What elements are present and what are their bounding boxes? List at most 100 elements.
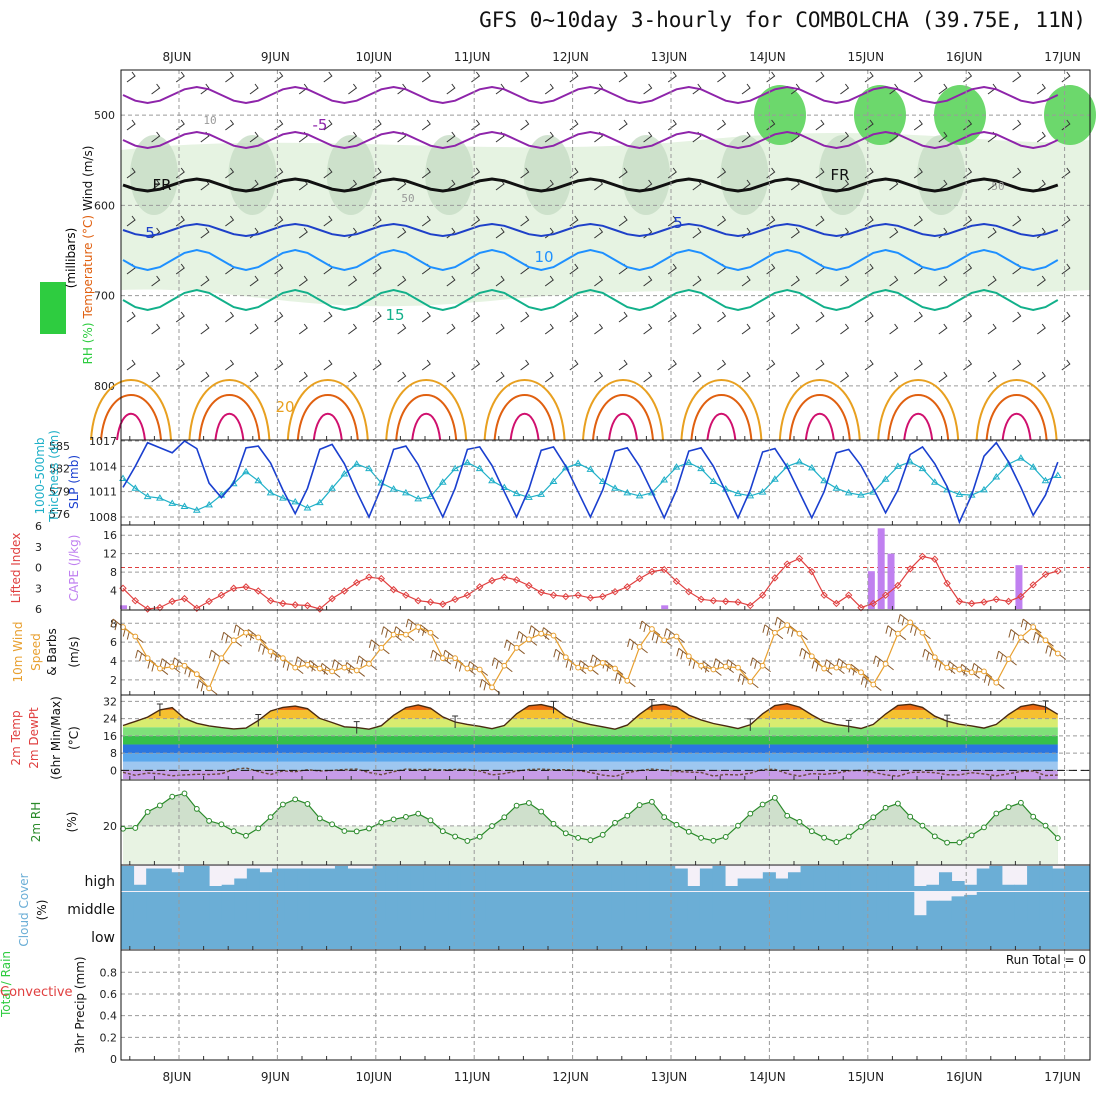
cloud-middle-bar [423,892,437,921]
wind-tick-label: 4 [110,655,117,668]
rh-point [292,796,299,803]
cloud-high-bar [611,866,625,891]
upper-air-ylabel-part: Wind (m/s) [81,146,95,211]
rh-point [796,818,803,825]
isotherm-dome [385,379,468,441]
wind-barb [323,311,333,323]
cloud-middle-bar [674,892,688,921]
cloud-panel: high middle low Cloud Cover (%) [17,865,1091,950]
lifted-index-point [598,592,607,601]
wind-barb [1036,83,1046,95]
rh-point [316,815,323,822]
rh-shade-medium [130,135,178,215]
cloud-high-bar [473,866,487,891]
cloud-middle-bar [548,892,562,921]
wind-speed-point [390,631,397,638]
wind-barb [1012,167,1022,179]
cloud-middle-bar [171,892,185,921]
isotherm-label: 5 [673,214,683,232]
lifted-index-point [660,565,668,574]
rh-shade-medium [523,135,572,215]
isotherm-dome [985,394,1048,441]
cloud-high-bar [221,884,235,891]
cloud-middle-bar [750,892,764,921]
lifted-index-point [291,601,299,609]
wind-barb [987,83,997,95]
wind-speed-point [772,629,778,636]
rh-legend-swatch [40,282,66,334]
cloud-high-bar [850,866,864,891]
wind-barb [938,275,948,287]
wind-barb [1012,311,1022,323]
cloud-middle-bar [561,892,575,921]
wind-barb [692,275,702,287]
wind-barb [1036,131,1046,143]
lifted-index-point [967,599,976,608]
temp-tick-label: 8 [110,747,117,760]
wind-speed-point [747,678,754,685]
thickness-point [918,464,927,472]
x-tick-label-top: 9JUN [261,50,290,64]
thickness-point [857,491,865,498]
isotherm-label: 20 [275,398,294,416]
wind-barb [323,119,333,131]
rh-point [513,802,520,809]
wind-tick-label: 2 [110,674,117,687]
wind-barb [421,71,431,83]
wind-barb [840,275,850,287]
wind-speed-point [796,630,803,637]
cloud-middle-bar [863,892,877,921]
x-tick-label-bottom: 11JUN [454,1070,491,1084]
thickness-ylabel-line1: 1000-500mb [33,437,47,514]
wind-barb [200,83,210,95]
lifted-index-point [746,601,755,610]
wind-barb [544,323,554,335]
wind-barb [913,71,923,83]
x-tick-label-bottom: 9JUN [261,1070,290,1084]
wind-speed-point [710,666,717,673]
rh-contour-label: 50 [401,192,414,205]
rh-point [833,839,840,845]
cloud-low-bar [121,921,1090,949]
wind-ylabel: 10m Wind [11,622,25,683]
rh-point [1030,813,1037,820]
wind-barb [864,263,874,275]
wind-barb [200,323,210,335]
cloud-level-label: middle [67,902,115,918]
rh-point [870,814,877,821]
pressure-tick-label: 700 [94,290,115,303]
thickness-point [1041,476,1050,484]
wind-barb [151,179,161,191]
isotherm-dome [509,412,540,441]
thickness-point [512,489,521,497]
wind-barb [1036,275,1046,287]
rh-point [366,825,372,832]
rh-point [993,810,1000,817]
wind-barb [348,131,358,143]
wind-barb [618,71,628,83]
thickness-point [168,499,177,506]
rh-point [968,832,975,839]
wind-barb [323,359,333,371]
wind-barb [520,167,530,179]
wind-speed-point [489,684,495,691]
slp-ylabel-part: SLP (mb) [67,455,81,509]
wind-barb [889,371,899,383]
wind-barb [692,371,702,383]
thickness-point [1017,454,1025,461]
wind-speed-point [858,669,864,676]
wind-barb [520,311,530,323]
wind-barb [298,227,308,239]
wind-speed-point [218,655,225,662]
lifted-index-point [217,591,226,599]
slp-tick-label: 1011 [89,486,117,499]
rh-point [636,802,643,808]
wind-barb [298,83,308,95]
thickness-point [832,484,841,491]
cloud-middle-bar [1027,892,1041,921]
wind-speed-point [845,663,852,670]
wind-speed-point [636,643,643,650]
precip-tick-label: 0.8 [100,966,118,979]
lifted-index-point [242,583,250,591]
wind-speed-point [526,636,532,643]
